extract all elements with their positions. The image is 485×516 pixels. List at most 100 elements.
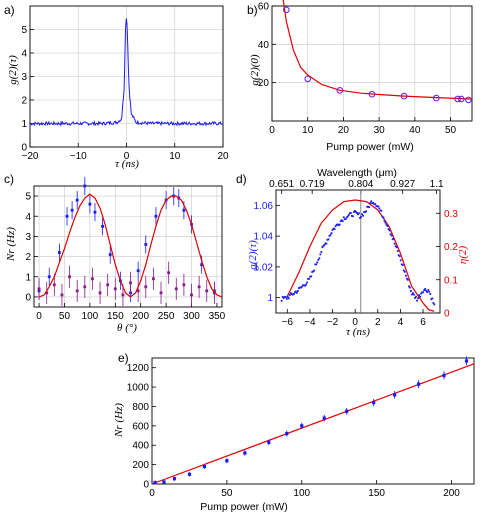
panel-c-label: c): [4, 172, 14, 186]
panel-d-g2-point-43: [324, 242, 327, 245]
panel-c-s1-point-17: [167, 271, 171, 275]
panel-c-s0-point-19: [182, 208, 186, 212]
panel-d-g2-point-21: [302, 284, 304, 287]
panel-d-g2-point-64: [345, 216, 348, 219]
panel-d-g2-point-113: [395, 246, 398, 249]
panel-d-g2-point-111: [393, 242, 396, 245]
panel-d-g2-point-117: [399, 259, 402, 262]
panel-e-point-3: [187, 472, 192, 476]
panel-e-point-10: [322, 416, 326, 420]
panel-a-ytick-label-0: 0: [21, 143, 27, 154]
panel-d-g2-point-102: [384, 221, 387, 224]
panel-d-g2-point-115: [397, 254, 400, 257]
panel-d-ytick-right-label-1: 0.1: [444, 275, 458, 286]
panel-d-g2-point-12: [292, 293, 295, 295]
panel-e-xtick-label-4: 200: [443, 488, 460, 499]
panel-d-g2-point-72: [354, 209, 356, 212]
panel-e-point-14: [416, 382, 421, 386]
panel-d-ylabel-right: η(2): [457, 246, 469, 265]
panel-d-g2-point-120: [402, 269, 405, 272]
panel-d-g2-point-105: [387, 228, 390, 230]
panel-d-g2-point-77: [359, 217, 361, 219]
panel-d-g2-point-55: [336, 223, 339, 226]
panel-e-point-8: [285, 432, 289, 436]
panel-d-g2-point-101: [383, 220, 386, 222]
panel-e-point-15: [442, 373, 446, 378]
panel-c-s1-point-22: [205, 289, 209, 293]
panel-c-s1-point-9: [106, 283, 110, 287]
panel-d-g2-point-13: [293, 291, 296, 294]
panel-c-s1-point-21: [197, 285, 201, 289]
panel-d-g2-point-31: [312, 270, 315, 273]
panel-a-ytick-label-3: 3: [21, 72, 27, 83]
panel-d-g2-point-149: [432, 301, 435, 304]
panel-a-ytick-label-4: 4: [21, 49, 27, 60]
panel-d-g2-point-97: [379, 209, 382, 212]
panel-d-g2-point-135: [418, 294, 420, 297]
panel-c-ytick-label-5: 5: [25, 192, 31, 203]
panel-d-xtick-label-4: 2: [375, 317, 381, 328]
panel-c-ytick-label-0: 0: [25, 292, 31, 303]
panel-c-s1-point-7: [91, 277, 94, 281]
panel-c-plot-frame: [33, 185, 223, 308]
panel-d-g2-point-87: [369, 202, 372, 204]
panel-d-g2-point-137: [420, 292, 423, 295]
panel-d-g2-point-47: [328, 234, 331, 237]
panel-d-g2-point-61: [342, 216, 345, 219]
panel-d-g2-point-39: [320, 251, 323, 253]
panel-b-data-point-8: [465, 96, 472, 104]
panel-e-ytick-label-4: 800: [132, 402, 149, 413]
panel-d-xtick-label-0: −6: [282, 317, 294, 328]
panel-d-g2-point-63: [344, 217, 347, 220]
panel-d-g2-point-1: [281, 296, 284, 298]
panel-d-g2-point-89: [371, 202, 374, 204]
panel-d-g2-point-9: [289, 292, 292, 295]
panel-d-g2-point-15: [296, 291, 298, 294]
panel-d-g2-point-67: [348, 212, 351, 215]
panel-e-point-5: [225, 459, 229, 463]
panel-d-g2-point-119: [401, 264, 404, 266]
panel-d-g2-point-81: [363, 211, 366, 213]
panel-b-ytick-label-1: 40: [258, 40, 270, 51]
panel-d-g2-point-147: [430, 298, 433, 301]
panel-d-g2-point-132: [415, 295, 417, 298]
panel-c-s1-point-11: [121, 293, 125, 297]
panel-d-g2-point-127: [410, 290, 412, 292]
panel-c-ytick-label-3: 3: [25, 232, 31, 243]
panel-d-g2-point-45: [326, 238, 329, 241]
panel-d-g2-point-90: [372, 201, 375, 204]
panel-d-g2-point-145: [428, 290, 431, 293]
panel-d-xlabel: τ (ns): [346, 326, 370, 338]
panel-d-g2-point-92: [374, 203, 377, 206]
panel-d-g2-point-59: [340, 219, 343, 222]
panel-c-s1-point-18: [174, 287, 178, 291]
panel-d-g2-point-110: [392, 238, 395, 241]
panel-c-ytick-label-2: 2: [25, 252, 31, 263]
panel-d-g2-point-60: [341, 220, 344, 223]
panel-c-s0-point-14: [144, 243, 148, 246]
panel-d-g2-point-22: [303, 284, 305, 287]
panel-a-series-line: [29, 18, 223, 127]
panel-d-ytick-left-label-1: 1.02: [254, 262, 274, 273]
panel-a-label: a): [4, 3, 15, 17]
panel-c-s1-point-13: [136, 289, 140, 293]
panel-d-g2-point-73: [355, 210, 357, 213]
panel-c-s1-point-12: [129, 281, 132, 285]
panel-d-g2-point-38: [319, 253, 322, 256]
panel-d-ytick-right-label-0: 0: [444, 309, 450, 320]
panel-e-point-16: [464, 359, 469, 363]
panel-c-s1-point-0: [37, 287, 41, 291]
panel-d-g2-point-85: [367, 205, 370, 208]
panel-e-fit-line: [151, 363, 475, 485]
panel-d-g2-point-25: [306, 281, 309, 284]
panel-c-s1-point-2: [52, 283, 56, 287]
panel-d-g2-point-48: [329, 233, 332, 236]
panel-d-toptick-label-1: 0.719: [300, 179, 325, 190]
panel-d-xtick-label-3: 0: [352, 317, 358, 328]
panel-b-fit-curve: [282, 0, 473, 100]
panel-c-s0-point-7: [88, 202, 92, 206]
panel-d-g2-point-36: [317, 258, 320, 261]
panel-b-xtick-label-5: 50: [445, 125, 457, 136]
panel-d-g2-point-10: [290, 293, 293, 295]
